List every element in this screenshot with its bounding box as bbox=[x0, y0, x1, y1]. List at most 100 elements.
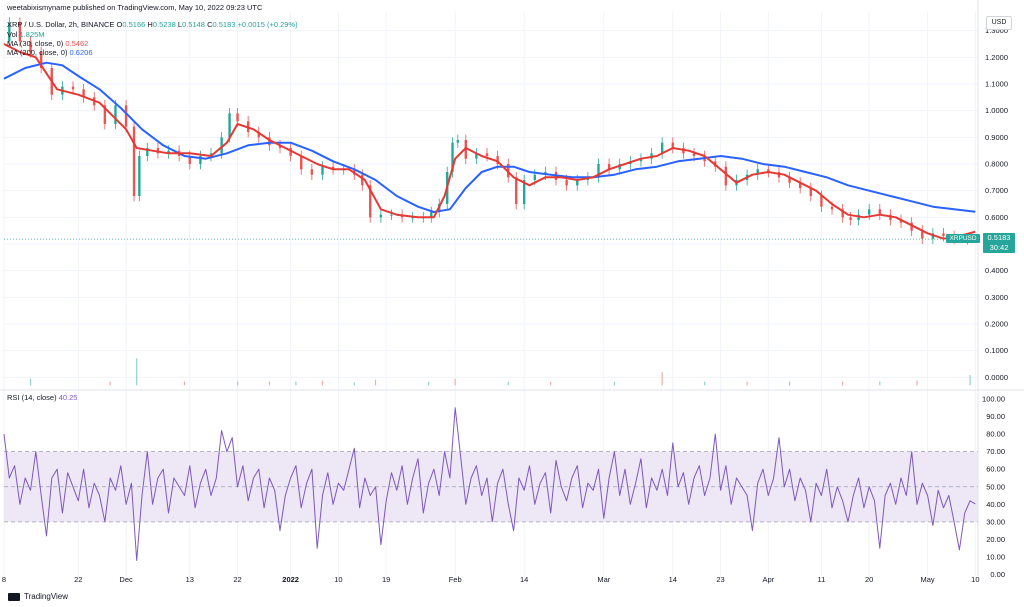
x-tick-label: 10 bbox=[971, 575, 979, 584]
candle-body bbox=[910, 222, 913, 231]
candle-body bbox=[607, 164, 611, 170]
candle-body bbox=[820, 196, 823, 207]
x-tick-label: Mar bbox=[597, 575, 610, 584]
rsi-tick-label: 90.00 bbox=[986, 412, 1005, 421]
candle-body bbox=[257, 132, 260, 138]
candle-body bbox=[671, 142, 674, 148]
candle-body bbox=[8, 22, 11, 42]
candle-body bbox=[29, 41, 32, 52]
price-tick-label: 0.3000 bbox=[985, 293, 1008, 302]
x-tick-label: 19 bbox=[382, 575, 390, 584]
rsi-tick-label: 0.00 bbox=[990, 570, 1005, 579]
volume-bar bbox=[916, 380, 918, 386]
rsi-tick-label: 50.00 bbox=[986, 482, 1005, 491]
rsi-tick-label: 20.00 bbox=[986, 535, 1005, 544]
candle-body bbox=[188, 156, 191, 164]
x-tick-label: 14 bbox=[669, 575, 677, 584]
candle-body bbox=[132, 126, 136, 196]
candle-body bbox=[533, 174, 536, 180]
candle-body bbox=[878, 209, 882, 215]
candle-body bbox=[798, 182, 802, 188]
candle-body bbox=[451, 142, 454, 172]
volume-bar bbox=[29, 378, 32, 386]
x-tick-label: 22 bbox=[74, 575, 82, 584]
price-tick-label: 0.0000 bbox=[985, 373, 1008, 382]
volume-bar bbox=[183, 381, 186, 386]
last-price-value: 0.5183 bbox=[987, 233, 1011, 243]
x-tick-label: 14 bbox=[520, 575, 528, 584]
price-tick-label: 1.2000 bbox=[985, 53, 1008, 62]
volume-bar bbox=[353, 382, 355, 386]
volume-bar bbox=[321, 380, 324, 386]
volume-bar bbox=[788, 381, 791, 386]
candle-body bbox=[138, 156, 141, 196]
price-tick-label: 1.1000 bbox=[985, 80, 1008, 89]
symbol-label: XRP / U.S. Dollar, 2h, BINANCE bbox=[7, 20, 115, 29]
close-label: C bbox=[207, 20, 213, 29]
volume-bar bbox=[295, 381, 297, 386]
candle-body bbox=[496, 156, 499, 164]
candle-body bbox=[82, 89, 85, 98]
candle-body bbox=[103, 105, 107, 124]
candle-body bbox=[515, 177, 518, 204]
price-tick-label: 0.4000 bbox=[985, 266, 1008, 275]
candle-body bbox=[209, 153, 213, 156]
candle-body bbox=[522, 180, 526, 204]
high-label: H bbox=[147, 20, 153, 29]
volume-bar bbox=[428, 381, 430, 386]
candle-body bbox=[456, 140, 460, 143]
legend-rsi-row: RSI (14, close) 40.25 bbox=[7, 393, 77, 402]
candle-body bbox=[485, 153, 489, 156]
rsi-tick-label: 70.00 bbox=[986, 447, 1005, 456]
candle-body bbox=[167, 150, 170, 154]
low-label: L bbox=[177, 20, 183, 29]
legend-vol-row: Vol 1.825M bbox=[7, 30, 45, 39]
x-tick-label: 22 bbox=[233, 575, 241, 584]
volume-bar bbox=[109, 381, 111, 386]
volume-bar bbox=[236, 381, 239, 386]
volume-bar bbox=[661, 372, 663, 386]
candle-body bbox=[942, 233, 945, 236]
candle-body bbox=[228, 113, 231, 138]
candle-body bbox=[411, 217, 414, 219]
last-price-tag: 0.5183 30:42 bbox=[983, 233, 1015, 254]
price-tick-label: 0.1000 bbox=[985, 346, 1008, 355]
volume-bar bbox=[746, 381, 748, 386]
candle-body bbox=[724, 166, 728, 186]
candle-body bbox=[576, 180, 579, 186]
candle-body bbox=[321, 166, 324, 175]
candle-body bbox=[921, 230, 924, 239]
volume-bar bbox=[842, 381, 844, 386]
x-tick-label: 23 bbox=[716, 575, 724, 584]
currency-button[interactable]: USD bbox=[986, 16, 1012, 30]
candle-body bbox=[809, 188, 813, 196]
x-tick-label: 20 bbox=[865, 575, 873, 584]
ma30-label: MA (30, close, 0) bbox=[7, 39, 64, 48]
price-tick-label: 1.3000 bbox=[985, 26, 1008, 35]
low-value: 0.5148 bbox=[182, 20, 205, 29]
candle-body bbox=[278, 145, 282, 148]
x-tick-label: 8 bbox=[2, 575, 6, 584]
price-tick-label: 0.7000 bbox=[985, 186, 1008, 195]
candle-body bbox=[867, 209, 871, 215]
candle-body bbox=[199, 156, 202, 164]
price-tick-label: 0.6000 bbox=[985, 213, 1008, 222]
rsi-tick-label: 60.00 bbox=[986, 465, 1005, 474]
published-by: weetabixismyname published on TradingVie… bbox=[7, 3, 263, 12]
candle-body bbox=[236, 113, 239, 122]
rsi-tick-label: 30.00 bbox=[986, 517, 1005, 526]
candle-body bbox=[756, 169, 759, 175]
last-price-symbol-tag: XRPUSD bbox=[946, 234, 980, 244]
tradingview-logo[interactable]: TradingView bbox=[8, 592, 68, 601]
tradingview-brand: TradingView bbox=[24, 592, 69, 601]
legend-symbol-row: XRP / U.S. Dollar, 2h, BINANCE O0.5166 H… bbox=[7, 20, 298, 29]
candle-body bbox=[565, 180, 568, 186]
open-value: 0.5166 bbox=[122, 20, 146, 29]
ma30-line bbox=[3, 43, 976, 240]
candle-body bbox=[841, 209, 844, 218]
high-value: 0.5238 bbox=[152, 20, 176, 29]
rsi-label: RSI (14, close) bbox=[7, 393, 57, 402]
x-tick-label: 10 bbox=[334, 575, 342, 584]
volume-bar bbox=[550, 381, 552, 386]
